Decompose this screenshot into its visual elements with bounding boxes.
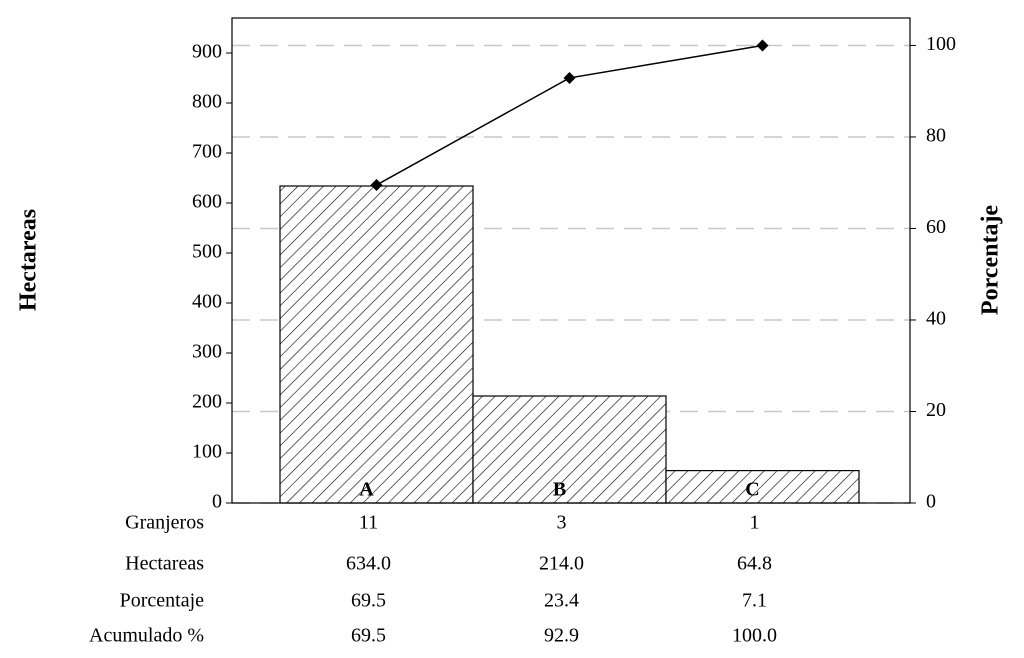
x-tick-label: 3 [557,512,567,534]
table-cell: 69.5 [351,625,386,647]
plot-frame [231,17,911,504]
y2-axis-title: Porcentaje [978,205,1004,316]
y2-tick-label: 100 [926,33,956,55]
y-tick-label: 800 [192,91,222,113]
x-tick-label: 11 [359,512,378,534]
y-tick-label: 0 [212,491,222,513]
y-tick-label: 300 [192,341,222,363]
row-label: Hectareas [125,553,204,575]
y-tick-label: 900 [192,41,222,63]
bar-letter: A [359,479,374,501]
line-marker [370,179,383,192]
bar-letter: B [553,479,566,501]
y2-tick-label: 80 [926,125,946,147]
table-cell: 92.9 [544,625,579,647]
y-tick-label: 500 [192,241,222,263]
y-tick-label: 700 [192,141,222,163]
row-label: Granjeros [125,512,204,534]
table-cell: 100.0 [732,625,777,647]
table-cell: 69.5 [351,590,386,612]
y-tick-label: 100 [192,441,222,463]
y2-tick-label: 20 [926,399,946,421]
cumulative-line [376,44,763,186]
y2-tick-label: 0 [926,491,936,513]
line-marker [756,39,769,52]
table-cell: 64.8 [737,553,772,575]
x-tick-label: 1 [750,512,760,534]
y-tick-label: 400 [192,291,222,313]
table-cell: 634.0 [346,553,391,575]
y-tick-label: 200 [192,391,222,413]
row-label: Porcentaje [120,590,205,612]
y-axis-title: Hectareas [16,209,42,311]
table-cell: 214.0 [539,553,584,575]
bar [472,395,667,504]
bar [279,185,474,504]
table-cell: 23.4 [544,590,579,612]
bar [665,470,860,504]
y2-tick-label: 60 [926,216,946,238]
row-label: Acumulado % [89,625,204,647]
y2-tick-label: 40 [926,308,946,330]
line-marker [563,71,576,84]
table-cell: 7.1 [742,590,767,612]
bar-letter: C [745,479,759,501]
y-tick-label: 600 [192,191,222,213]
